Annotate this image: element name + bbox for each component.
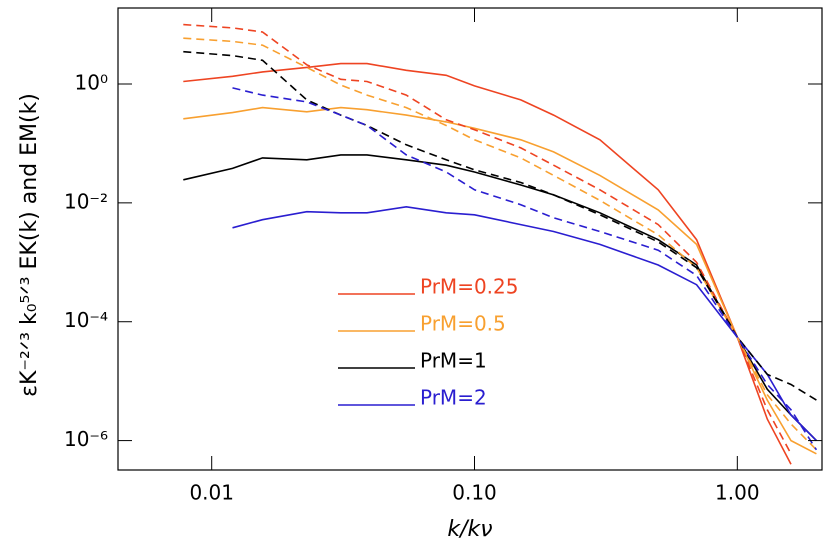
series-line	[232, 87, 818, 451]
legend-label: PrM=0.25	[420, 275, 518, 299]
series-line	[183, 50, 817, 401]
series-line	[183, 106, 817, 455]
x-tick-label: 1.00	[715, 481, 760, 505]
y-tick-label: 10⁰	[75, 70, 108, 94]
legend-label: PrM=2	[420, 386, 487, 410]
x-tick-label: 0.10	[452, 481, 497, 505]
lines	[183, 23, 818, 465]
legend-label: PrM=1	[420, 349, 487, 373]
y-tick-label: 10⁻²	[64, 189, 108, 213]
x-tick-label: 0.01	[189, 481, 234, 505]
y-tick-label: 10⁻⁴	[64, 308, 108, 332]
y-tick-label: 10⁻⁶	[64, 427, 108, 451]
legend-label: PrM=0.5	[420, 312, 506, 336]
series-line	[183, 37, 817, 451]
x-axis-label: k/kν	[447, 517, 492, 542]
series-line	[183, 23, 792, 455]
series-line	[183, 62, 792, 465]
series-line	[232, 205, 817, 442]
y-axis-label: εK⁻²ᐟ³ k₀⁵ᐟ³ EK(k) and EM(k)	[17, 93, 42, 397]
plot-frame	[117, 7, 823, 471]
